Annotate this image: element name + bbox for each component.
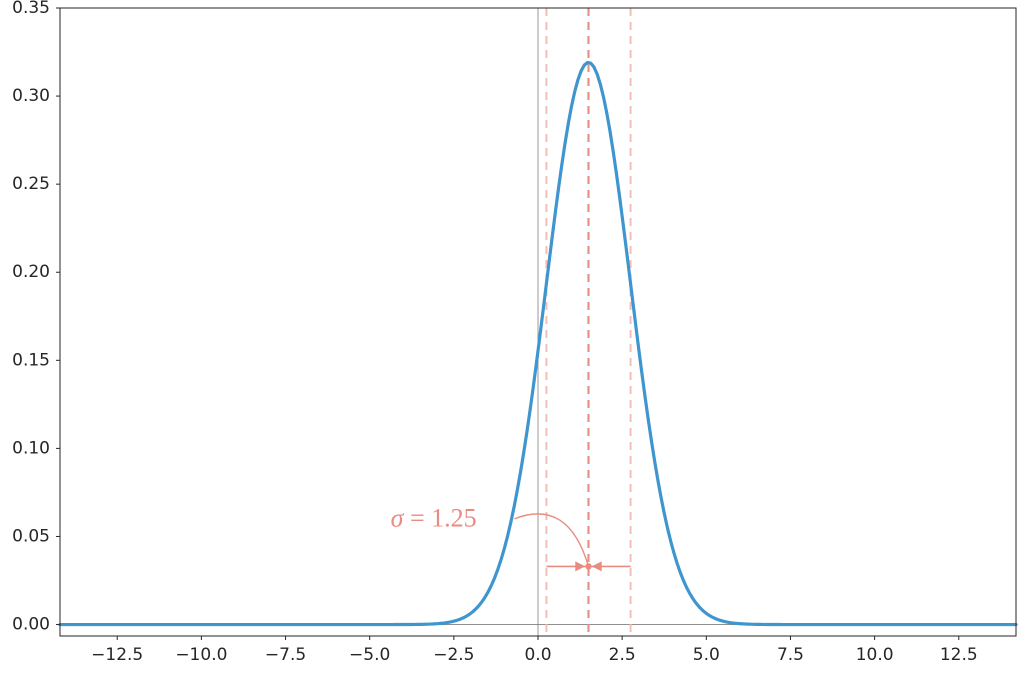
x-tick-label: 7.5 (777, 645, 804, 665)
x-tick-label: −10.0 (175, 645, 227, 665)
x-tick-label: 10.0 (856, 645, 894, 665)
y-tick-label: 0.10 (12, 438, 50, 458)
y-tick-label: 0.30 (12, 86, 50, 106)
y-tick-label: 0.20 (12, 262, 50, 282)
sigma-annotation: σ = 1.25 (391, 504, 477, 533)
x-tick-label: −5.0 (349, 645, 390, 665)
x-tick-label: 2.5 (609, 645, 636, 665)
chart-svg: σ = 1.25 −12.5 −10.0 −7.5 −5.0 −2.5 0.0 2.5 5.0 7… (0, 0, 1024, 673)
y-tick-label: 0.15 (12, 350, 50, 370)
y-tick-label: 0.05 (12, 526, 50, 546)
x-tick-label: −12.5 (91, 645, 143, 665)
y-tick-label: 0.25 (12, 174, 50, 194)
x-tick-label: −2.5 (433, 645, 474, 665)
y-tick-label: 0.35 (12, 0, 50, 18)
x-tick-label: −7.5 (265, 645, 306, 665)
y-tick-label: 0.00 (12, 615, 50, 635)
x-tick-label: 5.0 (693, 645, 720, 665)
gaussian-pdf-chart: σ = 1.25 −12.5 −10.0 −7.5 −5.0 −2.5 0.0 2.5 5.0 7… (0, 0, 1024, 673)
x-tick-label: 12.5 (940, 645, 978, 665)
x-tick-label: 0.0 (524, 645, 551, 665)
